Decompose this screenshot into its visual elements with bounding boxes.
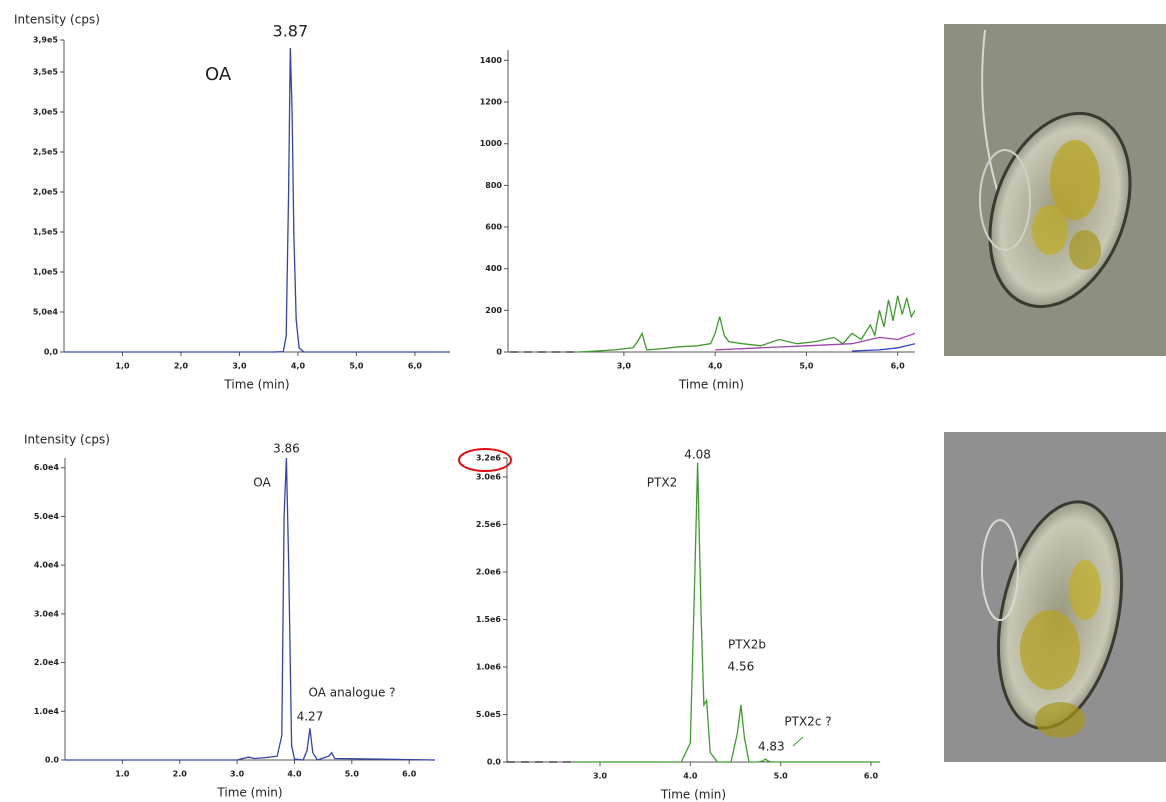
y-tick-label: 2.0e6 <box>476 568 502 577</box>
x-tick-label: 2,0 <box>174 362 189 371</box>
y-tick-label: 6.0e4 <box>34 463 60 472</box>
x-tick-label: 4,0 <box>708 362 723 371</box>
y-tick-label: 2.0e4 <box>34 658 60 667</box>
x-tick-label: 3.0 <box>230 770 245 779</box>
y-tick-label: 400 <box>485 264 502 273</box>
trace <box>572 462 880 763</box>
y-tick-label: 200 <box>485 306 502 315</box>
peak-label: 3.86 <box>273 442 300 456</box>
x-tick-label: 5.0 <box>774 772 789 781</box>
x-axis-title: Time (min) <box>216 786 282 800</box>
y-tick-label: 3,5e5 <box>33 68 59 77</box>
highlight-ring <box>458 448 512 472</box>
x-tick-label: 5,0 <box>799 362 814 371</box>
y-tick-label: 3.2e6 <box>476 454 502 463</box>
x-tick-label: 4.0 <box>287 770 302 779</box>
trace <box>578 295 915 353</box>
y-tick-label: 2.5e6 <box>476 520 502 529</box>
x-axis-title: Time (min) <box>223 378 289 392</box>
y-tick-label: 3,0e5 <box>33 108 59 117</box>
y-tick-label: 1200 <box>480 98 503 107</box>
annotation: PTX2c ? <box>784 715 831 729</box>
y-tick-label: 4.0e4 <box>34 561 60 570</box>
y-tick-label: 0,0 <box>44 348 59 357</box>
y-tick-label: 1.0e4 <box>34 707 60 716</box>
y-tick-label: 5.0e5 <box>476 710 502 719</box>
y-tick-label: 2,0e5 <box>33 188 59 197</box>
y-tick-label: 3.0e4 <box>34 609 60 618</box>
y-tick-label: 1,0e5 <box>33 268 59 277</box>
peak-label: 4.27 <box>297 710 324 724</box>
trace <box>65 457 435 761</box>
pointer <box>792 736 804 747</box>
annotation: PTX2 <box>647 476 677 490</box>
x-tick-label: 5,0 <box>349 362 364 371</box>
peak-label: 4.83 <box>758 740 785 754</box>
trace <box>64 47 450 353</box>
micrograph-top <box>944 24 1166 356</box>
y-axis-title: Intensity (cps) <box>14 13 100 27</box>
y-tick-label: 1,5e5 <box>33 228 59 237</box>
peak-label: 4.08 <box>684 448 711 462</box>
x-tick-label: 3,0 <box>617 362 632 371</box>
peak-label: 3.87 <box>273 22 309 41</box>
x-tick-label: 1.0 <box>115 770 130 779</box>
y-tick-label: 3,9e5 <box>33 36 59 45</box>
x-tick-label: 3,0 <box>232 362 247 371</box>
y-tick-label: 5.0e4 <box>34 512 60 521</box>
chart-panel: 0.0 5.0e5 1.0e6 1.5e6 2.0e6 2.5e6 3.0e6 3.2e6 3.… <box>476 448 880 802</box>
x-tick-label: 4.0 <box>683 772 698 781</box>
y-axis-title: Intensity (cps) <box>24 433 110 447</box>
y-tick-label: 0.0 <box>45 756 60 765</box>
y-tick-label: 0.0 <box>487 758 502 767</box>
y-tick-label: 5,0e4 <box>33 308 59 317</box>
peak-label: 4.56 <box>728 660 755 674</box>
y-tick-label: 3.0e6 <box>476 473 502 482</box>
y-tick-label: 1000 <box>480 139 503 148</box>
x-tick-label: 6,0 <box>891 362 906 371</box>
trace <box>715 332 915 351</box>
chart-panel: 0,0 5,0e4 1,0e5 1,5e5 2,0e5 2,5e5 3,0e5 3,5e5 3,… <box>14 13 450 392</box>
chart-panel: 0.0 1.0e4 2.0e4 3.0e4 4.0e4 5.0e4 6.0e4 1.0 2.0 3… <box>24 433 435 800</box>
y-tick-label: 800 <box>485 181 502 190</box>
y-tick-label: 1.5e6 <box>476 615 502 624</box>
chart-panel: 0 200 400 600 800 1000 1200 1400 3,0 4,0 5,0 6,0 Tim… <box>480 50 915 392</box>
annotation: PTX2b <box>728 638 766 652</box>
x-tick-label: 6,0 <box>408 362 423 371</box>
x-tick-label: 2.0 <box>173 770 188 779</box>
annotation: OA analogue ? <box>308 686 395 700</box>
x-tick-label: 6.0 <box>402 770 417 779</box>
x-axis-title: Time (min) <box>660 788 726 802</box>
y-tick-label: 1.0e6 <box>476 663 502 672</box>
y-tick-label: 600 <box>485 223 502 232</box>
x-tick-label: 4,0 <box>291 362 306 371</box>
x-tick-label: 3.0 <box>593 772 608 781</box>
annotation: OA <box>205 64 232 85</box>
y-tick-label: 2,5e5 <box>33 148 59 157</box>
y-tick-label: 0 <box>496 348 502 357</box>
annotation: OA <box>253 476 271 490</box>
x-tick-label: 1,0 <box>115 362 130 371</box>
micrograph-bottom <box>944 432 1166 762</box>
trace <box>851 343 915 352</box>
x-tick-label: 6.0 <box>864 772 879 781</box>
y-tick-label: 1400 <box>480 56 503 65</box>
x-axis-title: Time (min) <box>678 378 744 392</box>
x-tick-label: 5.0 <box>345 770 360 779</box>
